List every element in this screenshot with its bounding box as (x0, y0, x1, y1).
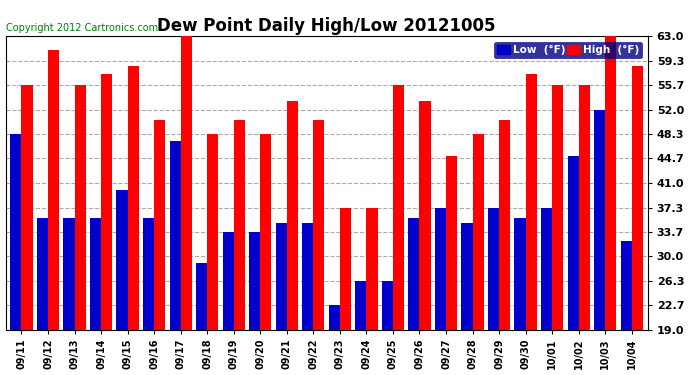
Bar (48, 50, 59, 375)
Bar (181, 36, 192, 375)
Bar (276, 223, 287, 375)
Bar (420, 101, 431, 375)
Bar (75, 85, 86, 375)
Bar (154, 120, 166, 375)
Bar (552, 85, 563, 375)
Bar (568, 156, 579, 375)
Bar (10, 134, 21, 375)
Legend: Low  (°F), High  (°F): Low (°F), High (°F) (494, 42, 642, 58)
Bar (90, 218, 101, 375)
Bar (488, 208, 499, 375)
Bar (223, 232, 234, 375)
Bar (541, 208, 552, 375)
Bar (393, 85, 404, 375)
Bar (302, 223, 313, 375)
Bar (234, 120, 245, 375)
Bar (408, 218, 420, 375)
Bar (473, 134, 484, 375)
Bar (435, 208, 446, 375)
Bar (340, 208, 351, 375)
Bar (515, 218, 526, 375)
Bar (313, 120, 324, 375)
Bar (117, 190, 128, 375)
Bar (366, 208, 377, 375)
Bar (63, 218, 75, 375)
Bar (249, 232, 260, 375)
Bar (526, 74, 537, 375)
Bar (287, 101, 298, 375)
Bar (594, 110, 605, 375)
Bar (21, 85, 32, 375)
Bar (101, 74, 112, 375)
Bar (355, 281, 366, 375)
Bar (579, 85, 590, 375)
Bar (328, 305, 340, 375)
Bar (37, 218, 48, 375)
Title: Dew Point Daily High/Low 20121005: Dew Point Daily High/Low 20121005 (157, 17, 496, 35)
Bar (462, 223, 473, 375)
Text: Copyright 2012 Cartronics.com: Copyright 2012 Cartronics.com (6, 23, 158, 33)
Bar (620, 241, 632, 375)
Bar (632, 66, 643, 375)
Bar (170, 141, 181, 375)
Bar (196, 263, 207, 375)
Bar (207, 134, 218, 375)
Bar (128, 66, 139, 375)
Bar (446, 156, 457, 375)
Bar (143, 218, 154, 375)
Bar (499, 120, 510, 375)
Bar (605, 36, 616, 375)
Bar (382, 281, 393, 375)
Bar (260, 134, 271, 375)
